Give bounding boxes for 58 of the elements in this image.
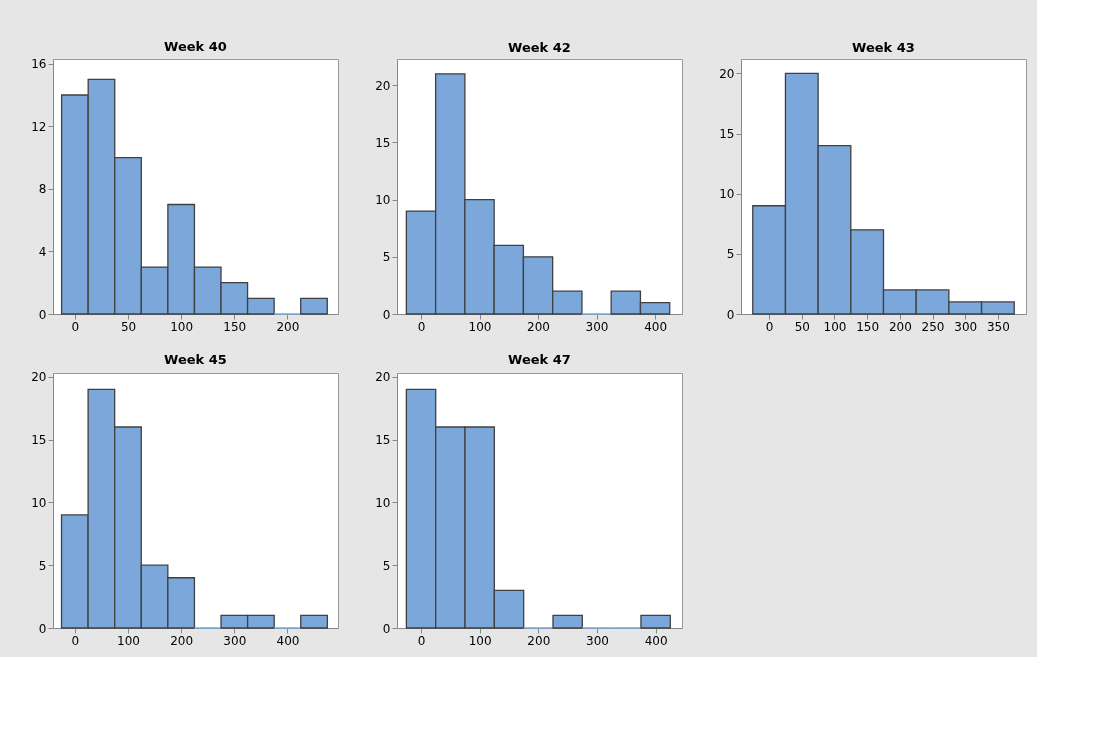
x-tick-label: 100: [468, 633, 492, 648]
x-tick-label: 200: [527, 319, 550, 334]
y-tick-label: 8: [38, 182, 47, 197]
y-tick-label: 15: [375, 433, 391, 448]
y-tick-label: 5: [382, 558, 391, 573]
y-tick-label: 5: [382, 250, 391, 265]
y-tick-label: 10: [375, 193, 391, 208]
x-tick-label: 0: [417, 319, 426, 334]
y-tick-label: 15: [375, 135, 391, 150]
x-tick-label: 150: [223, 319, 247, 334]
y-tick-label: 0: [726, 307, 735, 322]
x-tick-label: 400: [644, 633, 668, 648]
x-tick-label: 200: [888, 319, 912, 334]
x-tick-label: 300: [954, 319, 978, 334]
x-tick-label: 50: [120, 319, 137, 334]
chart-title: Week 47: [508, 351, 571, 367]
x-tick-label: 400: [644, 319, 668, 334]
y-tick-label: 16: [31, 57, 47, 72]
y-tick-label: 0: [38, 621, 47, 636]
y-tick-label: 0: [38, 307, 47, 322]
x-tick-label: 100: [468, 319, 492, 334]
x-tick-label: 350: [986, 319, 1010, 334]
x-tick-label: 100: [117, 633, 140, 648]
x-tick-label: 300: [586, 633, 609, 648]
y-tick-label: 20: [375, 370, 391, 385]
y-tick-label: 10: [719, 187, 735, 202]
x-tick-label: 300: [223, 633, 247, 648]
chart-title: Week 45: [164, 351, 227, 367]
x-tick-label: 200: [527, 633, 551, 648]
y-tick-label: 5: [38, 558, 47, 573]
y-tick-label: 12: [31, 119, 47, 134]
x-tick-label: 250: [921, 319, 945, 334]
y-tick-label: 10: [31, 495, 47, 510]
y-tick-label: 0: [382, 621, 391, 636]
y-tick-label: 20: [719, 66, 735, 81]
chart-title: Week 42: [508, 40, 571, 55]
chart-title: Week 43: [852, 40, 915, 55]
y-tick-label: 15: [31, 433, 47, 448]
y-tick-label: 10: [375, 495, 391, 510]
x-tick-label: 100: [170, 319, 194, 334]
x-tick-label: 200: [276, 319, 300, 334]
x-tick-label: 100: [823, 319, 847, 334]
x-tick-label: 400: [276, 633, 300, 648]
y-tick-label: 15: [719, 127, 735, 142]
y-tick-label: 0: [382, 307, 391, 322]
chart-title: Week 40: [164, 38, 227, 54]
x-tick-label: 150: [856, 319, 880, 334]
x-tick-label: 0: [765, 319, 774, 334]
x-tick-label: 0: [71, 319, 80, 334]
x-tick-label: 300: [585, 319, 609, 334]
y-tick-label: 4: [38, 244, 47, 259]
x-tick-label: 50: [794, 319, 810, 334]
x-tick-label: 200: [170, 633, 194, 648]
y-tick-label: 20: [375, 78, 391, 93]
x-tick-label: 0: [417, 633, 426, 648]
y-tick-label: 5: [726, 247, 735, 262]
x-tick-label: 0: [71, 633, 80, 648]
y-tick-label: 20: [31, 370, 47, 385]
